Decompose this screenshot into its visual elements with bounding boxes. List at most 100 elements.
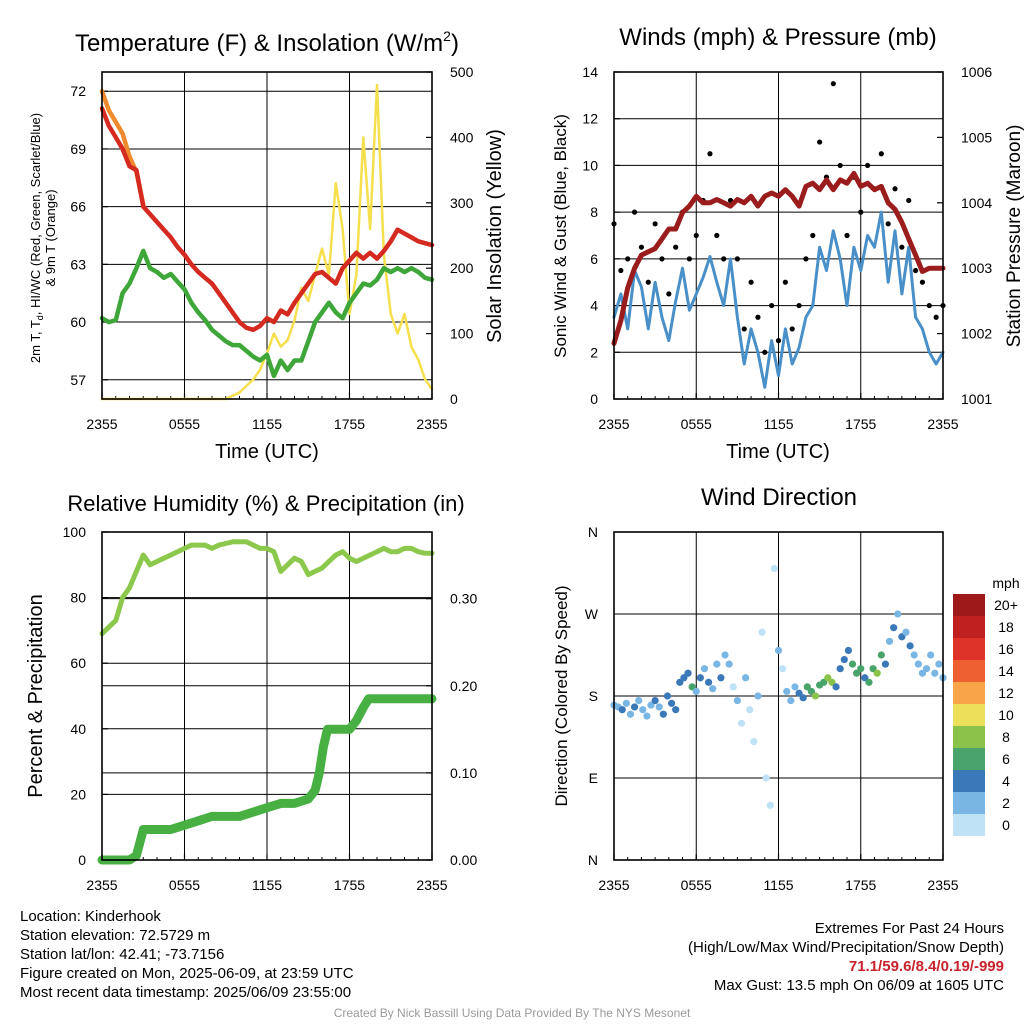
gust-point (673, 244, 679, 250)
temperature-plot-area: 2355 0555 1155 1755 2355 57 60 63 66 69 72 0 100 200 3… (70, 64, 473, 432)
x-tick-label: 0555 (169, 877, 200, 893)
y-right-tick-label: 200 (450, 260, 474, 276)
direction-point (672, 706, 680, 714)
direction-point (737, 719, 746, 727)
colorbar-label: 8 (1002, 729, 1010, 745)
gust-point (721, 256, 727, 262)
direction-point (667, 699, 676, 707)
y-right-tick-label: 0.00 (450, 852, 477, 868)
colorbar-label: 4 (1002, 773, 1010, 789)
y-tick-label: 80 (70, 590, 86, 606)
direction-point (914, 660, 922, 668)
direction-point (692, 687, 700, 696)
direction-point (894, 610, 902, 618)
direction-point (811, 692, 820, 700)
gust-point (631, 209, 638, 215)
direction-point (865, 678, 873, 686)
y-tick-label: E (589, 770, 598, 786)
gust-point (830, 81, 836, 87)
y-tick-label: 4 (590, 298, 598, 314)
colorbar-swatch (953, 814, 985, 836)
direction-point (910, 651, 918, 659)
direction-point (885, 637, 894, 645)
y-tick-label: 100 (63, 524, 87, 540)
gust-point (789, 326, 795, 332)
temperature-ylabel-left-line2: & 9m T (Orange) (43, 189, 58, 286)
x-tick-label: 0555 (169, 416, 200, 432)
direction-point (890, 624, 898, 632)
winds-panel: Winds (mph) & Pressure (mb) Sonic Wind &… (551, 24, 1024, 463)
gust-point (858, 209, 864, 215)
winds-xlabel: Time (UTC) (726, 441, 830, 463)
humidity-ylabel-left: Percent & Precipitation (25, 594, 47, 797)
gust-point (844, 232, 850, 239)
2m-t-line (99, 106, 435, 333)
speed-colorbar: mph 20+ 18 16 14 12 10 8 6 4 2 0 (953, 575, 1020, 836)
y-tick-label: 8 (590, 204, 598, 220)
direction-point (729, 683, 737, 691)
gust-point (885, 221, 891, 227)
direction-point (935, 660, 943, 668)
winds-title: Winds (mph) & Pressure (mb) (619, 24, 936, 51)
x-tick-label: 2355 (416, 877, 447, 893)
y-tick-label: 66 (70, 199, 86, 215)
direction-point (902, 628, 910, 636)
temperature-ylabel-left-line1: 2m T, Td, HI/WC (Red, Green, Scarlet/Blu… (28, 113, 45, 363)
temperature-xlabel: Time (UTC) (215, 441, 319, 463)
gust-point (748, 279, 754, 285)
x-tick-label: 1755 (845, 877, 876, 893)
extremes-values: 71.1/59.6/8.4/0.19/-999 (848, 958, 1004, 975)
temperature-title: Temperature (F) & Insolation (W/m2) (75, 28, 459, 57)
gust-point (892, 186, 898, 192)
y-tick-label: 69 (70, 141, 86, 157)
precipitation-line (97, 694, 437, 865)
y-tick-label: 57 (70, 372, 86, 388)
colorbar-swatch (953, 726, 985, 748)
sonic-wind-line (612, 210, 945, 389)
direction-point (844, 646, 853, 655)
direction-point (881, 660, 890, 668)
x-tick-label: 1755 (334, 416, 365, 432)
direction-point (618, 706, 626, 714)
direction-point (931, 669, 939, 677)
y-tick-label: 20 (70, 786, 86, 802)
direction-point (750, 737, 758, 746)
y-tick-label: 12 (582, 111, 598, 127)
colorbar-swatch (953, 594, 985, 616)
direction-point (840, 655, 848, 664)
gust-point (775, 338, 782, 344)
colorbar-label: 0 (1002, 817, 1010, 833)
y-tick-label: 14 (582, 64, 598, 80)
direction-point (651, 696, 659, 705)
direction-panel: Wind Direction Direction (Colored By Spe… (552, 484, 1020, 893)
colorbar-label: 6 (1002, 751, 1010, 767)
y-tick-label: 0 (78, 852, 86, 868)
y-right-tick-label: 0.30 (450, 591, 477, 607)
gust-point (817, 139, 823, 145)
direction-point (639, 706, 647, 714)
y-tick-label: 63 (70, 256, 86, 272)
direction-point (779, 665, 787, 673)
x-tick-label: 0555 (681, 877, 712, 893)
x-tick-label: 2355 (416, 416, 447, 432)
x-tick-label: 2355 (598, 416, 629, 432)
max-gust: Max Gust: 13.5 mph On 06/09 at 1605 UTC (713, 977, 1004, 994)
y-tick-label: 60 (70, 314, 86, 330)
direction-point (717, 674, 725, 682)
x-tick-label: 2355 (927, 877, 958, 893)
direction-point (927, 651, 935, 659)
direction-point (721, 651, 729, 659)
gust-point (686, 256, 692, 262)
direction-point (659, 710, 667, 718)
colorbar-swatch (953, 682, 985, 704)
gust-point (782, 279, 788, 285)
gust-point (912, 267, 919, 274)
x-tick-label: 1155 (252, 416, 282, 432)
relative-humidity-line (99, 539, 435, 637)
gust-point (707, 151, 713, 157)
temperature-panel: Temperature (F) & Insolation (W/m2) 2m T… (28, 28, 506, 463)
colorbar-label: 2 (1002, 795, 1010, 811)
gust-point (645, 279, 651, 285)
gust-point (714, 232, 720, 239)
